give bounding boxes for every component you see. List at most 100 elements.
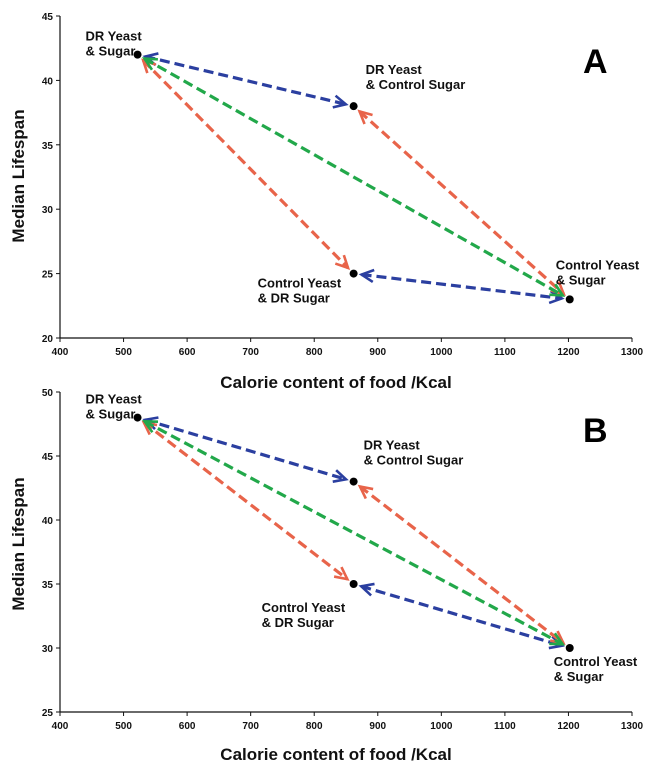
arrow-shaft [144, 418, 347, 481]
arrow-shaft [358, 485, 565, 645]
x-tick-label: 600 [179, 721, 196, 732]
y-tick-label: 30 [42, 644, 54, 655]
x-tick-label: 600 [179, 347, 196, 358]
arrow-dr-dr-to-ctrl-ctrl [142, 419, 566, 646]
x-tick-label: 1200 [557, 721, 580, 732]
arrow-dr-dr-to-ctrl-ctrl [141, 57, 566, 297]
y-tick-label: 20 [42, 334, 54, 345]
point-label-dr-ctrl: & Control Sugar [364, 453, 464, 468]
x-tick-label: 900 [369, 347, 386, 358]
data-point-ctrl-ctrl [565, 644, 574, 652]
data-point-ctrl-dr [349, 580, 358, 588]
point-label-dr-dr: DR Yeast [86, 29, 143, 44]
point-label-dr-dr: DR Yeast [86, 392, 143, 407]
point-label-ctrl-ctrl: Control Yeast [554, 654, 638, 669]
point-label-ctrl-dr: Control Yeast [262, 600, 346, 615]
y-tick-label: 40 [42, 516, 54, 527]
arrow-dr-dr-to-ctrl-dr [141, 420, 350, 581]
arrow-head [332, 469, 349, 483]
x-tick-label: 900 [369, 721, 386, 732]
arrow-shaft [358, 110, 565, 296]
x-axis-title-a: Calorie content of food /Kcal [220, 373, 451, 392]
arrow-shaft [360, 584, 563, 648]
x-tick-label: 700 [242, 721, 259, 732]
panel-label-a: A [583, 43, 608, 81]
point-label-dr-ctrl: DR Yeast [366, 62, 423, 77]
arrow-dr-ctrl-to-ctrl-ctrl [357, 484, 566, 645]
arrow-head [142, 419, 159, 434]
data-point-dr-ctrl [349, 102, 358, 111]
chart-marks-b: 400 500 600 700 800 900 1000 1100 1200 1300 25 30 35… [42, 388, 644, 732]
x-tick-label: 700 [242, 347, 259, 358]
point-label-dr-dr: & Sugar [86, 407, 136, 422]
x-tick-label: 1200 [557, 347, 580, 358]
arrow-head [334, 254, 351, 270]
arrow-head [358, 268, 375, 284]
arrow-head [141, 57, 158, 71]
arrow-head [333, 566, 350, 581]
arrow-shaft [143, 419, 564, 646]
x-tick-label: 400 [52, 721, 69, 732]
chart-panel-b: 400 500 600 700 800 900 1000 1100 1200 1300 25 30 35… [9, 388, 644, 764]
arrow-shaft [143, 57, 564, 297]
data-point-dr-dr [133, 50, 142, 59]
y-axis-title-a: Median Lifespan [9, 109, 28, 242]
x-tick-label: 1000 [430, 721, 453, 732]
point-label-ctrl-ctrl: & Sugar [554, 669, 604, 684]
arrow-head [358, 582, 375, 597]
chart-panel-a: 400 500 600 700 800 900 1000 1100 1200 1300 20 25 30… [9, 12, 644, 392]
arrow-ctrl-dr-to-ctrl-ctrl [358, 582, 565, 650]
data-point-dr-ctrl [349, 477, 358, 486]
x-tick-label: 500 [115, 721, 132, 732]
y-tick-label: 35 [42, 580, 54, 591]
arrow-head [549, 283, 566, 297]
y-axis-title-b: Median Lifespan [9, 477, 28, 610]
arrow-dr-dr-to-ctrl-dr [141, 58, 351, 270]
arrow-shaft [144, 54, 347, 106]
arrow-shaft [361, 272, 562, 301]
point-label-ctrl-dr: & DR Sugar [262, 615, 334, 630]
data-point-ctrl-dr [349, 269, 358, 278]
point-label-dr-dr: & Sugar [86, 44, 136, 59]
panel-label-b: B [583, 412, 608, 450]
point-label-dr-ctrl: & Control Sugar [366, 77, 466, 92]
arrow-ctrl-dr-to-ctrl-ctrl [358, 268, 565, 305]
x-tick-label: 1000 [430, 347, 453, 358]
arrow-head [332, 94, 349, 109]
data-point-dr-dr [133, 413, 142, 422]
x-tick-label: 1300 [621, 347, 644, 358]
x-tick-label: 1100 [494, 347, 516, 358]
y-tick-label: 30 [42, 205, 54, 216]
y-tick-label: 25 [42, 708, 54, 719]
arrow-shaft [142, 59, 350, 270]
y-tick-label: 50 [42, 388, 54, 399]
arrow-head [357, 484, 374, 500]
point-label-dr-ctrl: DR Yeast [364, 438, 421, 453]
arrow-dr-ctrl-to-ctrl-ctrl [357, 109, 566, 296]
point-label-ctrl-ctrl: Control Yeast [556, 257, 640, 272]
y-tick-label: 40 [42, 76, 54, 87]
y-tick-label: 45 [42, 452, 54, 463]
arrow-dr-dr-to-dr-ctrl [142, 416, 349, 483]
y-tick-label: 45 [42, 12, 54, 23]
x-axis-title-b: Calorie content of food /Kcal [220, 745, 451, 764]
chart-marks-a: 400 500 600 700 800 900 1000 1100 1200 1300 20 25 30… [42, 12, 644, 358]
y-tick-label: 25 [42, 270, 54, 281]
x-tick-label: 400 [52, 347, 69, 358]
arrow-head [357, 109, 373, 125]
arrow-head [548, 289, 565, 305]
arrow-head [549, 632, 566, 646]
x-tick-label: 500 [115, 347, 132, 358]
x-tick-label: 1300 [621, 721, 644, 732]
point-label-ctrl-ctrl: & Sugar [556, 272, 606, 287]
x-tick-label: 1100 [494, 721, 516, 732]
data-point-ctrl-ctrl [565, 295, 574, 304]
arrow-shaft [142, 421, 349, 581]
point-label-ctrl-dr: Control Yeast [258, 276, 342, 291]
x-tick-label: 800 [306, 347, 323, 358]
arrow-dr-dr-to-dr-ctrl [142, 52, 349, 109]
x-tick-label: 800 [306, 721, 323, 732]
y-tick-label: 35 [42, 141, 54, 152]
point-label-ctrl-dr: & DR Sugar [258, 291, 330, 306]
